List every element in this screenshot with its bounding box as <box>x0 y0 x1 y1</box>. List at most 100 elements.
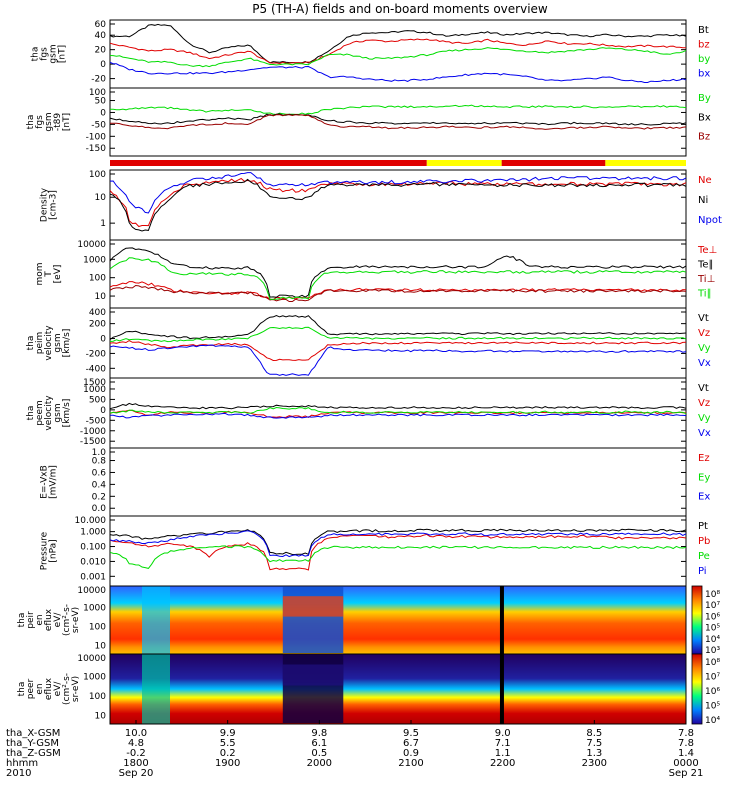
x-axis-value: 1.1 <box>495 748 511 759</box>
x-axis-row-label: tha_Z-GSM <box>6 748 61 759</box>
mode-bar <box>110 160 686 166</box>
y-tick-label: 1.000 <box>80 528 106 538</box>
y-tick-label: -100 <box>86 132 107 142</box>
spectrogram <box>110 654 686 724</box>
y-axis-label-line: (cm²-s- <box>62 673 72 705</box>
y-tick-label: 500 <box>89 395 106 405</box>
y-axis-label-line: [km/s] <box>62 399 72 428</box>
y-axis-label-line: gsm <box>53 333 63 352</box>
y-axis-label-line: gsm <box>49 44 59 63</box>
y-axis-label-line: peir <box>26 611 36 629</box>
y-axis-label: Density [cm-3] <box>40 187 59 222</box>
y-axis-label-line: fgs <box>40 47 50 61</box>
data-gap <box>499 654 504 724</box>
legend-vx: Vx <box>698 428 711 439</box>
x-axis-value: 7.8 <box>678 728 694 739</box>
x-axis-value: 2100 <box>398 758 423 769</box>
y-tick-label: 400 <box>89 308 106 318</box>
x-axis-row-label: hhmm <box>6 758 38 769</box>
y-axis-label-line: velocity <box>44 325 54 361</box>
legend-vy: Vy <box>698 343 711 354</box>
series-line-te∥ <box>109 247 687 298</box>
panel-mom-t: mom T [eV] 10000 1000 100 10 Te⊥ Te∥ Ti⊥ Ti∥ <box>35 239 717 309</box>
y-axis-label-line: [cm-3] <box>49 190 59 220</box>
x-axis-value: 9.8 <box>311 728 327 739</box>
series-line-ni <box>109 178 687 232</box>
legend-vz: Vz <box>698 328 710 339</box>
x-axis-date: Sep 20 <box>119 768 154 779</box>
x-axis-value: 10.0 <box>125 728 147 739</box>
series-line-vy <box>109 326 687 343</box>
y-axis-label-line: velocity <box>44 395 54 431</box>
series-line-by <box>109 47 687 68</box>
panel-frame <box>109 515 687 587</box>
x-axis-value: 1.4 <box>678 748 694 759</box>
y-axis-label-line: eflux <box>44 677 54 700</box>
x-axis-value: 0000 <box>673 758 698 769</box>
y-axis-label-line: [eV] <box>53 265 63 284</box>
mode-bar-segment <box>605 160 686 166</box>
y-tick-label: 0 <box>100 335 106 345</box>
y-axis-label-line: [mV/m] <box>49 465 59 499</box>
series-line-pi <box>109 530 687 558</box>
series-line-vt <box>109 314 687 340</box>
y-tick-label: 1000 <box>83 604 106 614</box>
panel-frame <box>109 653 687 725</box>
color-bar-label: 10⁸ <box>705 590 720 600</box>
y-axis-label: tha peem velocity gsm [km/s] <box>26 395 72 431</box>
color-bar-label: 10⁵ <box>705 624 720 634</box>
color-bar-label: 10⁷ <box>705 601 720 611</box>
y-axis-label: tha fgs gsm [nT] <box>31 44 68 63</box>
x-axis-value: -0.2 <box>126 748 146 759</box>
legend-te∥: Te∥ <box>697 260 714 271</box>
y-axis-label: tha peim velocity gsm [km/s] <box>26 325 72 361</box>
y-axis-label-line: gsm <box>53 403 63 422</box>
legend-ti∥: Ti∥ <box>697 289 712 300</box>
x-axis-value: 4.8 <box>128 738 144 749</box>
y-axis-label-line: -t89 <box>53 113 63 132</box>
legend-te⊥: Te⊥ <box>697 245 717 256</box>
y-axis-label-line: tha <box>31 47 41 62</box>
legend-bz: Bz <box>698 132 710 143</box>
x-axis-value: 9.9 <box>220 728 236 739</box>
legend-pe: Pe <box>698 551 710 562</box>
y-tick-label: 0 <box>100 60 106 70</box>
y-axis-label-line: [km/s] <box>62 329 72 358</box>
y-tick-label: 100 <box>89 274 106 284</box>
y-tick-label: 10000 <box>77 240 106 250</box>
y-axis-label-line: [nT] <box>58 45 68 63</box>
series-line-pt <box>109 528 687 556</box>
y-axis-label-line: mom <box>35 262 45 285</box>
y-axis-label-line: gsm <box>44 112 54 131</box>
y-axis-label-line: eV/ <box>53 612 63 628</box>
x-axis-row-label: tha_X-GSM <box>6 728 60 739</box>
y-tick-label: 0.2 <box>92 492 106 502</box>
y-tick-label: 100 <box>89 170 106 180</box>
y-axis-label-line: eV/ <box>53 681 63 697</box>
legend-vt: Vt <box>698 313 709 324</box>
mode-bar-segment <box>426 160 502 166</box>
y-tick-label: 1000 <box>83 255 106 265</box>
panel-peem-velocity: tha peem velocity gsm [km/s] 150010005000-500… <box>26 377 711 449</box>
x-axis-value: 0.2 <box>220 748 236 759</box>
y-tick-label: 0.4 <box>92 480 107 490</box>
x-axis-value: 7.1 <box>495 738 511 749</box>
color-bar-label: 10⁵ <box>705 702 720 712</box>
y-tick-label: 10000 <box>77 654 106 664</box>
y-tick-label: 1 <box>100 219 106 229</box>
legend-vz: Vz <box>698 398 710 409</box>
panel-frame <box>109 87 687 157</box>
series-line-ti⊥ <box>109 284 687 302</box>
y-axis-label-line: en <box>35 683 45 694</box>
legend-pb: Pb <box>698 536 710 547</box>
x-axis-value: 7.8 <box>678 738 694 749</box>
legend-by: by <box>698 54 710 65</box>
y-tick-label: 40 <box>95 31 107 41</box>
panel-peir-eflux: tha peir en eflux eV/(cm²-s-sr-eV) 10000 1000 1… <box>17 585 720 656</box>
y-axis-label-line: en <box>35 614 45 625</box>
x-axis-value: 0.5 <box>311 748 327 759</box>
y-tick-label: -500 <box>86 416 107 426</box>
panel-peim-velocity: tha peim velocity gsm [km/s] 400 200 0 -200 -400 V… <box>26 307 711 379</box>
y-axis-label-line: Density <box>40 187 50 222</box>
